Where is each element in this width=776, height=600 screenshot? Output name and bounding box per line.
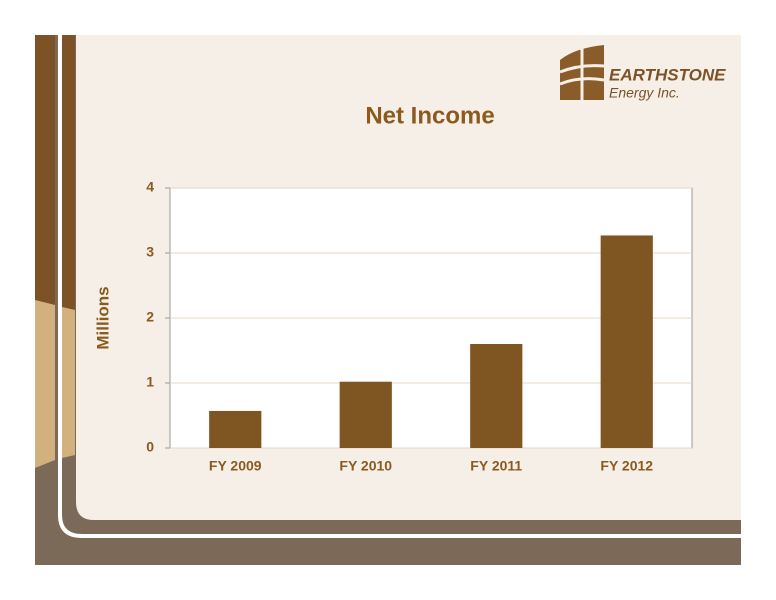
logo-name: EARTHSTONE [609, 65, 726, 84]
bar [470, 344, 523, 448]
y-tick-label: 2 [146, 309, 154, 325]
x-tick-label: FY 2012 [600, 458, 653, 474]
y-tick-label: 4 [146, 179, 154, 195]
strip [35, 300, 55, 468]
bar [209, 410, 262, 448]
x-tick-label: FY 2011 [470, 458, 522, 474]
y-tick-label: 0 [146, 439, 154, 455]
strip [35, 35, 55, 305]
logo-tagline: Energy Inc. [609, 85, 680, 101]
strip [62, 307, 75, 458]
strip [62, 35, 75, 310]
x-tick-label: FY 2009 [209, 458, 262, 474]
y-tick-label: 3 [146, 244, 154, 260]
bar [600, 235, 653, 448]
bar [339, 381, 392, 448]
chart-title: Net Income [365, 102, 494, 129]
x-tick-label: FY 2010 [339, 458, 392, 474]
frame-line [58, 35, 741, 538]
y-tick-label: 1 [146, 374, 154, 390]
y-axis-label: Millions [93, 286, 112, 349]
logo-mark [559, 45, 605, 100]
